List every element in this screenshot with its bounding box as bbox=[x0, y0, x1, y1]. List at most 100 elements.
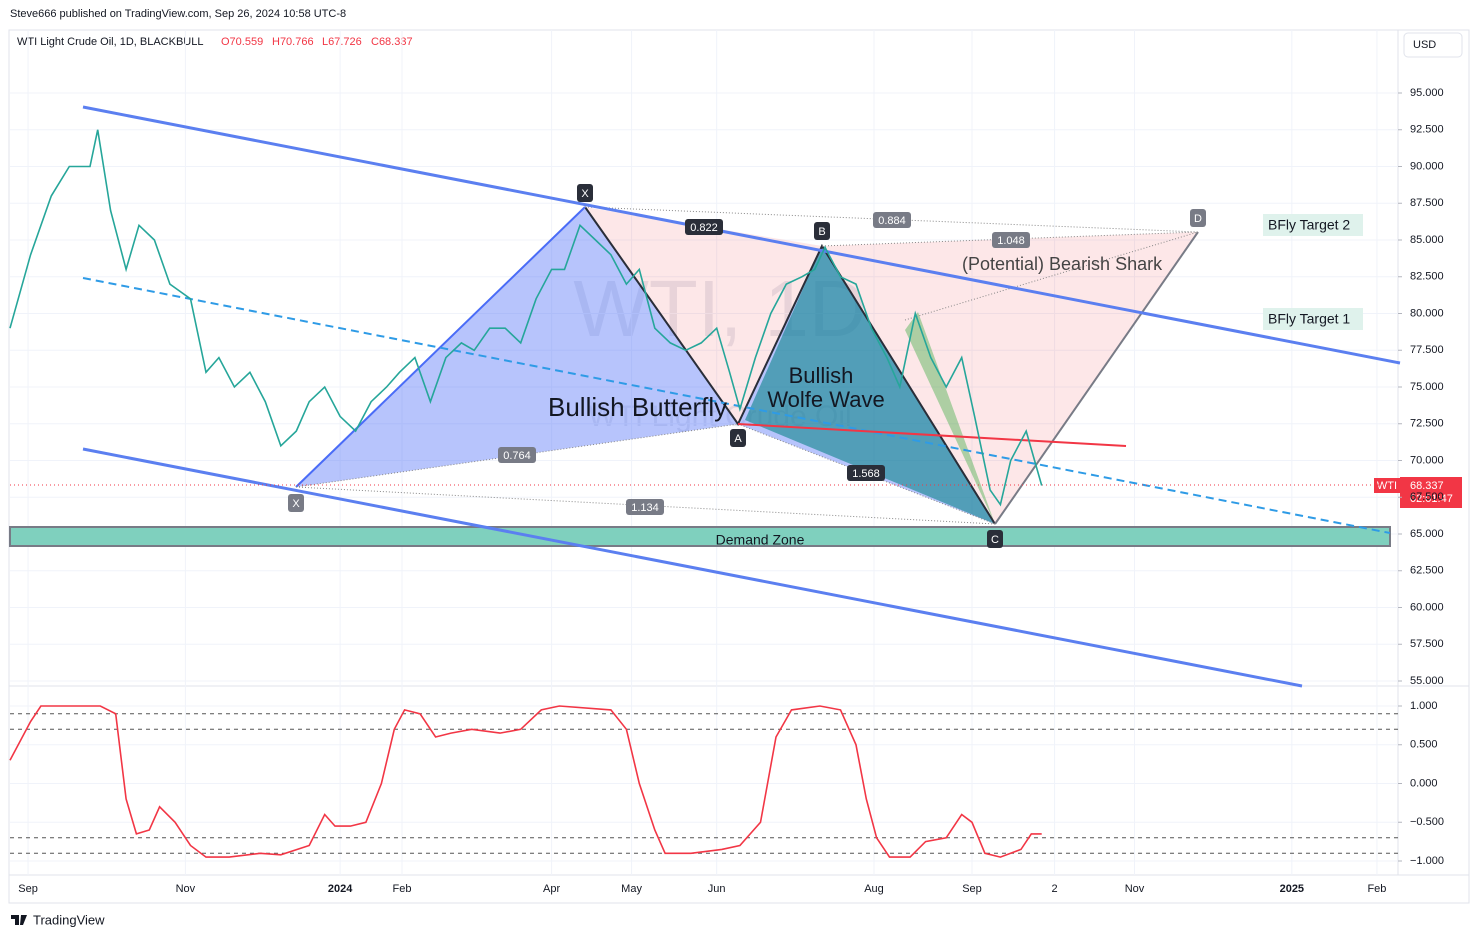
label: Demand Zone bbox=[716, 532, 805, 548]
point-label: X bbox=[292, 498, 300, 510]
currency-button[interactable] bbox=[1403, 32, 1463, 58]
ohlc: O70.559 bbox=[221, 36, 263, 48]
ratio-box bbox=[498, 447, 536, 463]
x-tick-label: Feb bbox=[393, 883, 412, 895]
pattern-line bbox=[994, 231, 1199, 525]
drawings bbox=[9, 105, 1401, 688]
point-label: A bbox=[734, 433, 742, 445]
label-box bbox=[1263, 214, 1363, 236]
point-label: X bbox=[581, 188, 589, 200]
y-tick-label: 62.500 bbox=[1410, 565, 1444, 577]
wolfe-area bbox=[905, 312, 995, 524]
footer: TradingView bbox=[33, 912, 105, 927]
y-tick-label: 72.500 bbox=[1410, 418, 1444, 430]
ohlc: H70.766 bbox=[272, 36, 314, 48]
butterfly-leg bbox=[296, 207, 738, 487]
price-line bbox=[9, 705, 1042, 858]
y-tick-label: 87.500 bbox=[1410, 197, 1444, 209]
ratio-label: 1.048 bbox=[997, 235, 1025, 247]
point-box bbox=[814, 222, 830, 240]
price-tag-countdown: 02:01:47 bbox=[1410, 493, 1453, 505]
y-tick-label: 1.000 bbox=[1410, 700, 1438, 712]
price-line bbox=[9, 129, 1043, 507]
currency[interactable]: USD bbox=[1413, 39, 1436, 51]
logo bbox=[11, 915, 27, 925]
price-tag-price: 68.337 bbox=[1410, 480, 1444, 492]
label: BFly Target 1 bbox=[1268, 311, 1350, 327]
ratio-box bbox=[847, 465, 885, 481]
ratio-box bbox=[626, 499, 664, 515]
point-label: D bbox=[1194, 213, 1202, 225]
ratio-line bbox=[295, 423, 739, 488]
x-tick-label: 2024 bbox=[328, 883, 353, 895]
point-box bbox=[730, 429, 746, 447]
ratio-label: 1.134 bbox=[631, 502, 659, 514]
ratio-box bbox=[873, 212, 911, 228]
label: Bullish bbox=[789, 363, 854, 388]
point-label: B bbox=[818, 226, 825, 238]
demand-zone bbox=[9, 526, 1391, 547]
y-tick-label: 77.500 bbox=[1410, 344, 1444, 356]
x-tick-label: Apr bbox=[543, 883, 560, 895]
y-tick-label: 80.000 bbox=[1410, 307, 1444, 319]
ratio-label: 0.822 bbox=[690, 222, 718, 234]
x-tick-label: Jun bbox=[708, 883, 726, 895]
y-tick-label: 85.000 bbox=[1410, 234, 1444, 246]
y-tick-label: 90.000 bbox=[1410, 160, 1444, 172]
frame bbox=[8, 29, 1470, 904]
point-box bbox=[288, 494, 304, 512]
point-box bbox=[1190, 209, 1206, 227]
ratio-box bbox=[685, 219, 723, 235]
publisher: Steve666 published on TradingView.com, S… bbox=[10, 8, 346, 20]
ohlc: C68.337 bbox=[371, 36, 413, 48]
x-tick-label: Aug bbox=[864, 883, 884, 895]
ratio-label: 0.884 bbox=[878, 215, 906, 227]
ratio-line bbox=[737, 423, 996, 525]
ratio-box bbox=[992, 232, 1030, 248]
x-tick-label: Nov bbox=[1125, 883, 1145, 895]
ratio-label: 1.568 bbox=[852, 468, 880, 480]
x-tick-label: Feb bbox=[1367, 883, 1386, 895]
channel-line bbox=[82, 105, 1401, 365]
ohlc: L67.726 bbox=[322, 36, 362, 48]
y-tick-label: 60.000 bbox=[1410, 601, 1444, 613]
pattern-line bbox=[584, 206, 996, 525]
label: BFly Target 2 bbox=[1268, 217, 1350, 233]
x-tick-label: Sep bbox=[962, 883, 982, 895]
y-tick-label: 0.500 bbox=[1410, 739, 1438, 751]
label: Wolfe Wave bbox=[767, 387, 884, 412]
point-label: C bbox=[991, 534, 999, 546]
y-tick-label: −0.500 bbox=[1410, 816, 1444, 828]
channel-line bbox=[82, 447, 1303, 688]
point-box bbox=[577, 184, 593, 202]
y-tick-label: 92.500 bbox=[1410, 124, 1444, 136]
x-tick-label: 2 bbox=[1051, 883, 1057, 895]
x-tick-label: Sep bbox=[18, 883, 38, 895]
y-tick-label: 65.000 bbox=[1410, 528, 1444, 540]
y-tick-label: 70.000 bbox=[1410, 454, 1444, 466]
x-tick-label: Nov bbox=[176, 883, 196, 895]
channel-mid bbox=[82, 277, 1391, 534]
y-tick-label: 55.000 bbox=[1410, 675, 1444, 687]
x-tick-label: May bbox=[621, 883, 642, 895]
x-tick-label: 2025 bbox=[1280, 883, 1304, 895]
label: (Potential) Bearish Shark bbox=[962, 254, 1163, 274]
wolfe-area bbox=[745, 246, 995, 524]
y-tick-label: 57.500 bbox=[1410, 638, 1444, 650]
ratio-label: 0.764 bbox=[503, 450, 531, 462]
price-tag-symbol: WTI bbox=[1377, 480, 1397, 492]
point-box bbox=[987, 530, 1003, 548]
label-box bbox=[1263, 308, 1363, 330]
price-tag bbox=[1374, 478, 1400, 493]
price-tag bbox=[1400, 477, 1462, 508]
y-tick-label: 75.000 bbox=[1410, 381, 1444, 393]
y-tick-label: −1.000 bbox=[1410, 855, 1444, 867]
wolfe-line bbox=[737, 423, 1127, 447]
symbol: WTI Light Crude Oil, 1D, BLACKBULL bbox=[17, 36, 203, 48]
y-tick-label: 82.500 bbox=[1410, 271, 1444, 283]
y-tick-label: 0.000 bbox=[1410, 777, 1438, 789]
y-tick-label: 95.000 bbox=[1410, 87, 1444, 99]
label: Bullish Butterfly bbox=[548, 392, 727, 422]
